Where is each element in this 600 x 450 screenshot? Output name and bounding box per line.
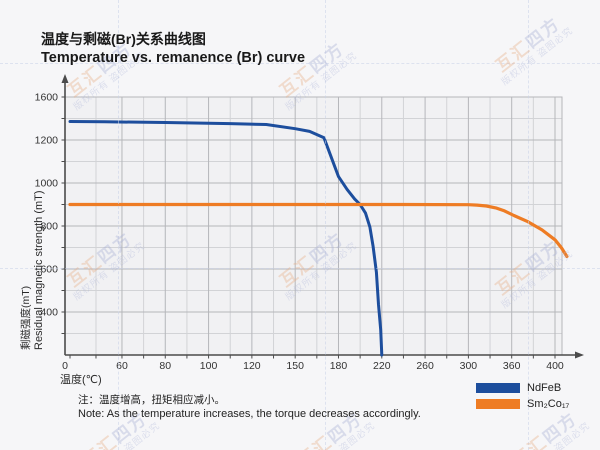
legend-swatch-sm2co17	[476, 399, 520, 409]
legend-label-sm2co17: Sm₂Co₁₇	[527, 398, 570, 410]
legend-item-ndfeb: NdFeB	[476, 380, 569, 396]
x-tick-label: 0	[62, 360, 68, 372]
ndfeb-curve	[68, 120, 384, 357]
x-tick-label: 300	[460, 360, 478, 372]
chart-note-en: Note: As the temperature increases, the …	[78, 408, 421, 421]
y-tick-label: 800	[40, 221, 58, 233]
legend: NdFeB Sm₂Co₁₇	[476, 380, 569, 412]
x-axis-arrow	[575, 351, 584, 359]
chart-note-zh: 注：温度增高，扭矩相应减小。	[78, 394, 225, 406]
y-tick-label: 1000	[35, 178, 59, 190]
y-tick-label: 1600	[35, 92, 59, 104]
x-tick-label: 400	[546, 360, 564, 372]
x-tick-label: 220	[373, 360, 391, 372]
legend-item-sm2co17: Sm₂Co₁₇	[476, 396, 569, 412]
x-tick-label: 80	[159, 360, 171, 372]
legend-swatch-ndfeb	[476, 383, 520, 393]
chart-note: 注：温度增高，扭矩相应减小。 Note: As the temperature …	[78, 394, 421, 422]
y-axis-title-zh: 剩磁强度(mT)	[20, 285, 32, 350]
y-tick-label: 1200	[35, 135, 59, 147]
x-tick-label: 60	[116, 360, 128, 372]
y-axis-title: 剩磁强度(mT) Residual magnetic strength (mT)	[20, 88, 47, 350]
x-tick-label: 150	[286, 360, 304, 372]
x-tick-label: 100	[200, 360, 218, 372]
x-axis-title: 温度(℃)	[60, 374, 102, 386]
y-tick-label: 400	[40, 307, 58, 319]
chart-title-en: Temperature vs. remanence (Br) curve	[41, 50, 306, 66]
sm2co17-curve	[68, 202, 569, 259]
legend-label-ndfeb: NdFeB	[527, 382, 562, 394]
y-axis-arrow	[61, 74, 69, 83]
x-tick-label: 120	[243, 360, 261, 372]
y-tick-label: 600	[40, 264, 58, 276]
x-tick-label: 180	[330, 360, 348, 372]
x-tick-label: 360	[503, 360, 521, 372]
chart-title-zh: 温度与剩磁(Br)关系曲线图	[41, 31, 206, 47]
y-axis-title-en: Residual magnetic strength (mT)	[33, 190, 46, 350]
x-tick-label: 260	[416, 360, 434, 372]
